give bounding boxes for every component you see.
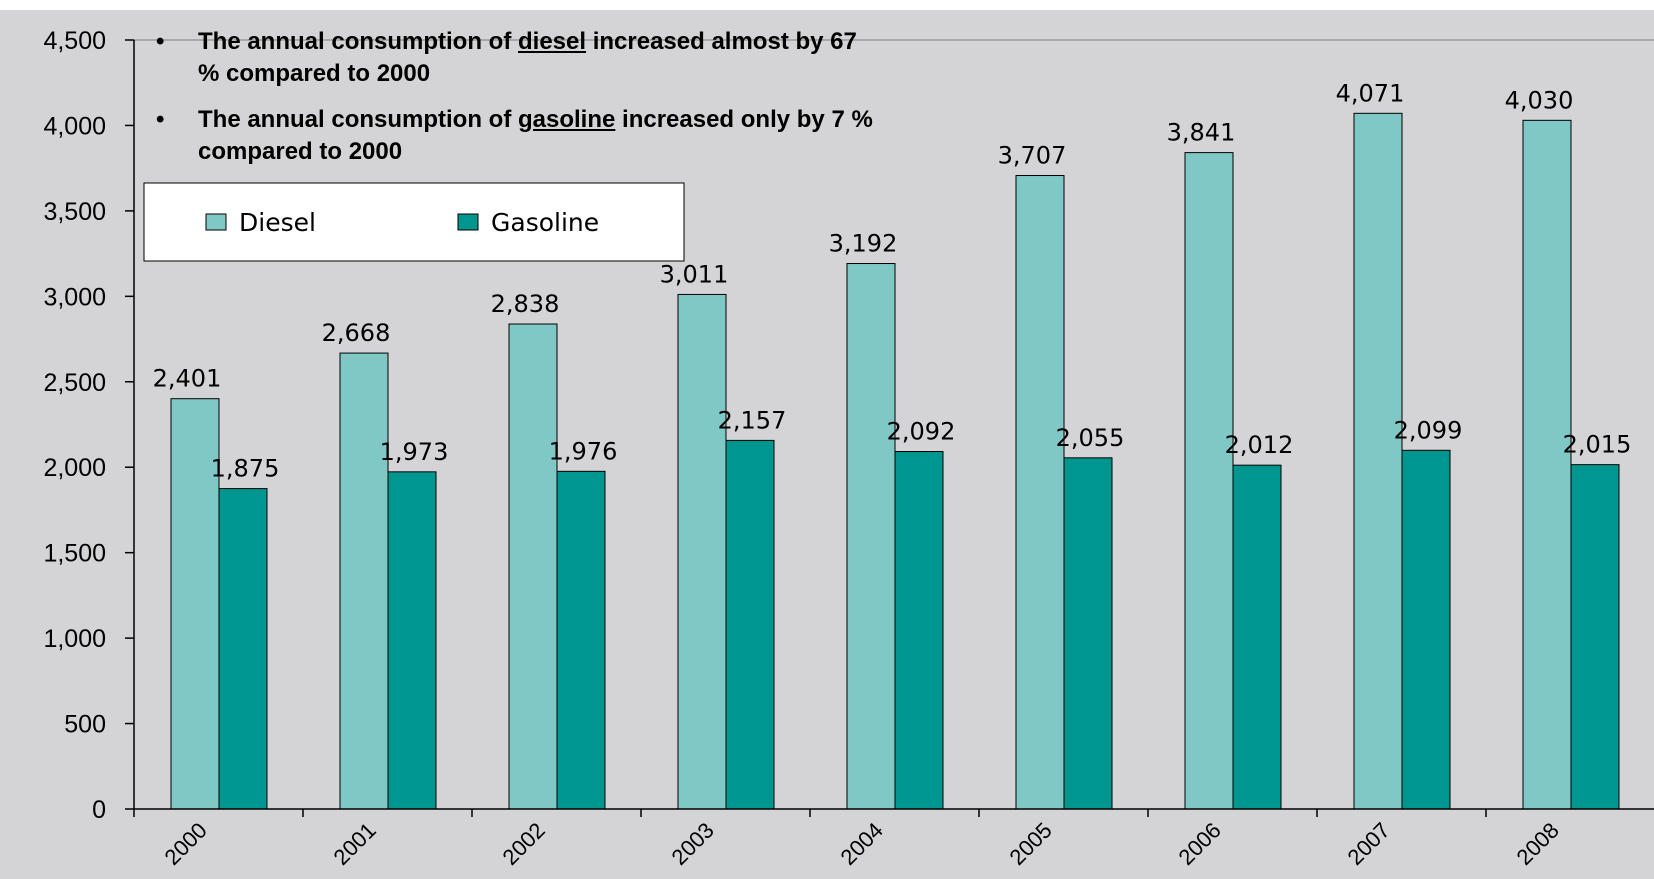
data-label-diesel-2005: 3,707	[998, 142, 1067, 170]
data-label-gasoline-2005: 2,055	[1056, 424, 1125, 452]
annotation-text: increased only by 7 %	[615, 106, 873, 133]
legend-label-diesel: Diesel	[239, 208, 316, 237]
y-tick-label: 2,000	[43, 454, 106, 482]
bar-gasoline-2001	[387, 471, 437, 810]
y-tick-label: 2,500	[43, 369, 106, 397]
y-tick-label: 3,500	[43, 198, 106, 226]
bar-diesel-2001	[339, 352, 389, 810]
legend-label-gasoline: Gasoline	[491, 208, 599, 237]
annotation-text: The annual consumption of	[198, 106, 518, 133]
data-label-gasoline-2002: 1,976	[549, 437, 618, 465]
bar-diesel-2007	[1353, 112, 1403, 810]
y-tick-label: 1,000	[43, 625, 106, 653]
legend-box	[143, 182, 685, 262]
data-label-gasoline-2008: 2,015	[1563, 431, 1632, 459]
data-label-gasoline-2003: 2,157	[718, 406, 787, 434]
bar-gasoline-2002	[556, 470, 606, 810]
y-tick-label: 3,000	[43, 283, 106, 311]
bar-gasoline-2000	[218, 488, 268, 810]
bar-diesel-2004	[846, 263, 896, 810]
bar-gasoline-2003	[725, 439, 775, 810]
annotation-keyword: gasoline	[518, 106, 616, 133]
legend-swatch-gasoline	[457, 213, 479, 231]
bar-gasoline-2004	[894, 451, 944, 810]
y-tick-label: 4,500	[43, 27, 106, 55]
annotation-diesel: • The annual consumption of diesel incre…	[150, 26, 970, 90]
annotation-keyword: diesel	[518, 28, 587, 55]
bar-gasoline-2006	[1232, 464, 1282, 810]
y-tick-label: 1,500	[43, 540, 106, 568]
bullet: •	[156, 106, 165, 133]
bar-diesel-2002	[508, 323, 558, 810]
data-label-gasoline-2004: 2,092	[887, 418, 956, 446]
annotation-text: The annual consumption of	[198, 28, 518, 55]
data-label-diesel-2006: 3,841	[1167, 119, 1236, 147]
data-label-gasoline-2001: 1,973	[380, 438, 449, 466]
data-label-gasoline-2006: 2,012	[1225, 431, 1294, 459]
bullet: •	[156, 28, 165, 55]
annotations: • The annual consumption of diesel incre…	[150, 26, 970, 182]
bar-gasoline-2007	[1401, 449, 1451, 810]
bar-diesel-2006	[1184, 152, 1234, 810]
annotation-text: increased almost by 67	[586, 28, 857, 55]
data-label-diesel-2000: 2,401	[153, 365, 222, 393]
data-label-diesel-2004: 3,192	[829, 230, 898, 258]
bar-gasoline-2008	[1570, 464, 1620, 810]
annotation-text: % compared to 2000	[198, 60, 431, 87]
data-label-diesel-2003: 3,011	[660, 260, 729, 288]
y-tick-label: 4,000	[43, 112, 106, 140]
bar-gasoline-2005	[1063, 457, 1113, 810]
bar-diesel-2008	[1522, 119, 1572, 810]
data-label-diesel-2008: 4,030	[1505, 86, 1574, 114]
y-tick-label: 0	[92, 796, 106, 824]
y-tick-label: 500	[64, 711, 106, 739]
bar-diesel-2005	[1015, 175, 1065, 810]
annotation-text: compared to 2000	[198, 138, 403, 165]
data-label-diesel-2001: 2,668	[322, 319, 391, 347]
legend-swatch-diesel	[205, 213, 227, 231]
data-label-diesel-2002: 2,838	[491, 290, 560, 318]
data-label-diesel-2007: 4,071	[1336, 79, 1405, 107]
bar-diesel-2003	[677, 293, 727, 810]
annotation-gasoline: • The annual consumption of gasoline inc…	[150, 104, 970, 168]
data-label-gasoline-2007: 2,099	[1394, 416, 1463, 444]
data-label-gasoline-2000: 1,875	[211, 455, 280, 483]
